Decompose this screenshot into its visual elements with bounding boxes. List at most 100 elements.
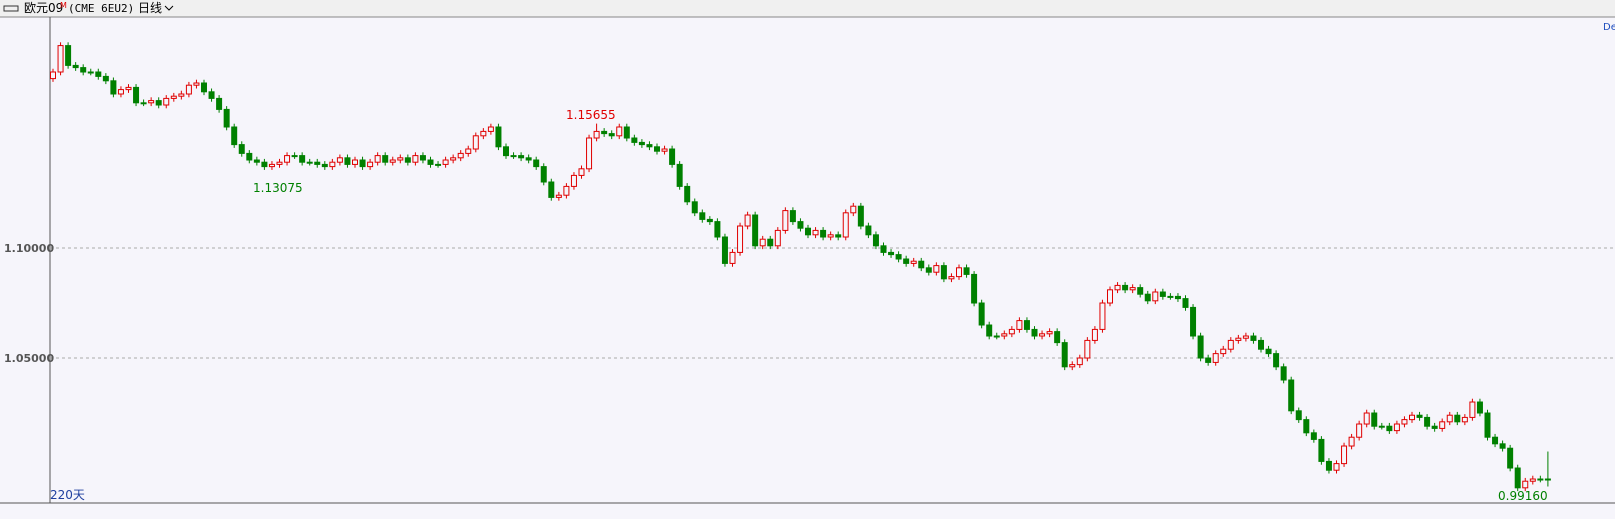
candle-body	[971, 273, 978, 304]
candle-body	[419, 155, 426, 161]
candle-body	[1461, 416, 1468, 423]
candle-body	[435, 163, 442, 166]
candle-body	[570, 174, 577, 187]
candle-body	[1054, 331, 1061, 344]
candle-body	[1220, 348, 1227, 355]
candle-body	[789, 210, 796, 223]
candle-body	[1348, 436, 1355, 447]
candle-body	[1371, 412, 1378, 427]
candle-body	[759, 238, 766, 247]
candle-body	[1529, 478, 1536, 482]
candle-body	[1446, 414, 1453, 423]
candle-body	[699, 212, 706, 220]
candle-body	[797, 221, 804, 229]
candle-body	[1242, 335, 1249, 339]
candle-body	[835, 234, 842, 238]
candle-body	[359, 159, 366, 168]
low-label: 1.13075	[253, 181, 303, 195]
candle-body	[140, 102, 147, 105]
candle-body	[1205, 357, 1212, 363]
candle-body	[57, 45, 64, 73]
candle-body	[1031, 328, 1038, 337]
candle-body	[1356, 423, 1363, 438]
candle-body	[729, 251, 736, 264]
candle-body	[1212, 353, 1219, 363]
candle-body	[1401, 419, 1408, 425]
candle-body	[1507, 447, 1514, 469]
candle-body	[880, 245, 887, 253]
candle-body	[1099, 302, 1106, 330]
candle-body	[1386, 425, 1393, 432]
candle-body	[540, 166, 547, 183]
candle-body	[1174, 295, 1181, 300]
candle-body	[65, 45, 72, 66]
candle-body	[344, 157, 351, 165]
candle-body	[427, 159, 434, 165]
header-bar	[0, 0, 1615, 17]
candle-body	[1439, 421, 1446, 429]
candle-body	[805, 227, 811, 236]
candle-body	[442, 159, 449, 165]
candle-body	[933, 265, 940, 273]
candle-body	[110, 80, 117, 95]
candle-body	[1046, 331, 1053, 335]
candle-body	[1152, 291, 1159, 302]
candle-body	[850, 205, 857, 214]
link-icon[interactable]	[3, 5, 19, 12]
candle-body	[518, 155, 525, 159]
last-label: 0.99160	[1498, 489, 1548, 503]
candle-body	[487, 126, 494, 132]
candle-body	[1393, 423, 1400, 432]
candle-body	[1122, 284, 1129, 291]
period[interactable]: 日线	[138, 1, 162, 15]
candle-body	[125, 86, 132, 91]
candle-body	[744, 214, 751, 227]
candle-body	[1492, 436, 1499, 445]
dropdown-icon[interactable]	[164, 5, 174, 11]
candle-body	[246, 152, 253, 161]
candle-body	[329, 161, 336, 168]
candle-body	[903, 258, 910, 264]
candle-body	[1265, 348, 1272, 355]
candle-body	[691, 201, 698, 214]
candle-body	[155, 100, 162, 106]
candle-body	[1023, 320, 1030, 330]
candle-body	[1409, 414, 1415, 421]
candle-body	[367, 161, 374, 168]
candle-body	[1258, 339, 1264, 350]
candle-body	[80, 67, 87, 73]
candle-body	[193, 82, 200, 86]
candle-body	[993, 335, 1000, 338]
candle-body	[631, 137, 638, 143]
candle-body	[948, 276, 955, 280]
candle-body	[1476, 401, 1483, 414]
y-tick-label: 1.05000	[4, 352, 54, 365]
symbol[interactable]: 欧元09	[24, 1, 63, 15]
candle-body	[684, 185, 691, 203]
candle-body	[842, 212, 849, 238]
candle-body	[1325, 460, 1332, 471]
candle-body	[201, 82, 207, 93]
candle-body	[593, 130, 600, 139]
candle-body	[102, 75, 109, 82]
candle-body	[1537, 478, 1544, 481]
candle-body	[654, 146, 660, 152]
candle-body	[72, 64, 79, 69]
candle-body	[857, 205, 864, 227]
candle-body	[1190, 306, 1197, 337]
candle-body	[1424, 416, 1431, 427]
candle-body	[978, 302, 985, 326]
candle-body	[865, 225, 872, 236]
candle-body	[389, 159, 396, 163]
candle-body	[95, 71, 102, 77]
candle-body	[510, 155, 517, 158]
candle-body	[117, 89, 124, 95]
candle-body	[397, 157, 404, 161]
candle-body	[910, 260, 917, 264]
candle-body	[1235, 337, 1242, 341]
candle-body	[1469, 401, 1476, 418]
candle-body	[608, 133, 615, 137]
candle-body	[50, 71, 56, 80]
candle-body	[306, 161, 313, 164]
candle-body	[669, 148, 676, 165]
